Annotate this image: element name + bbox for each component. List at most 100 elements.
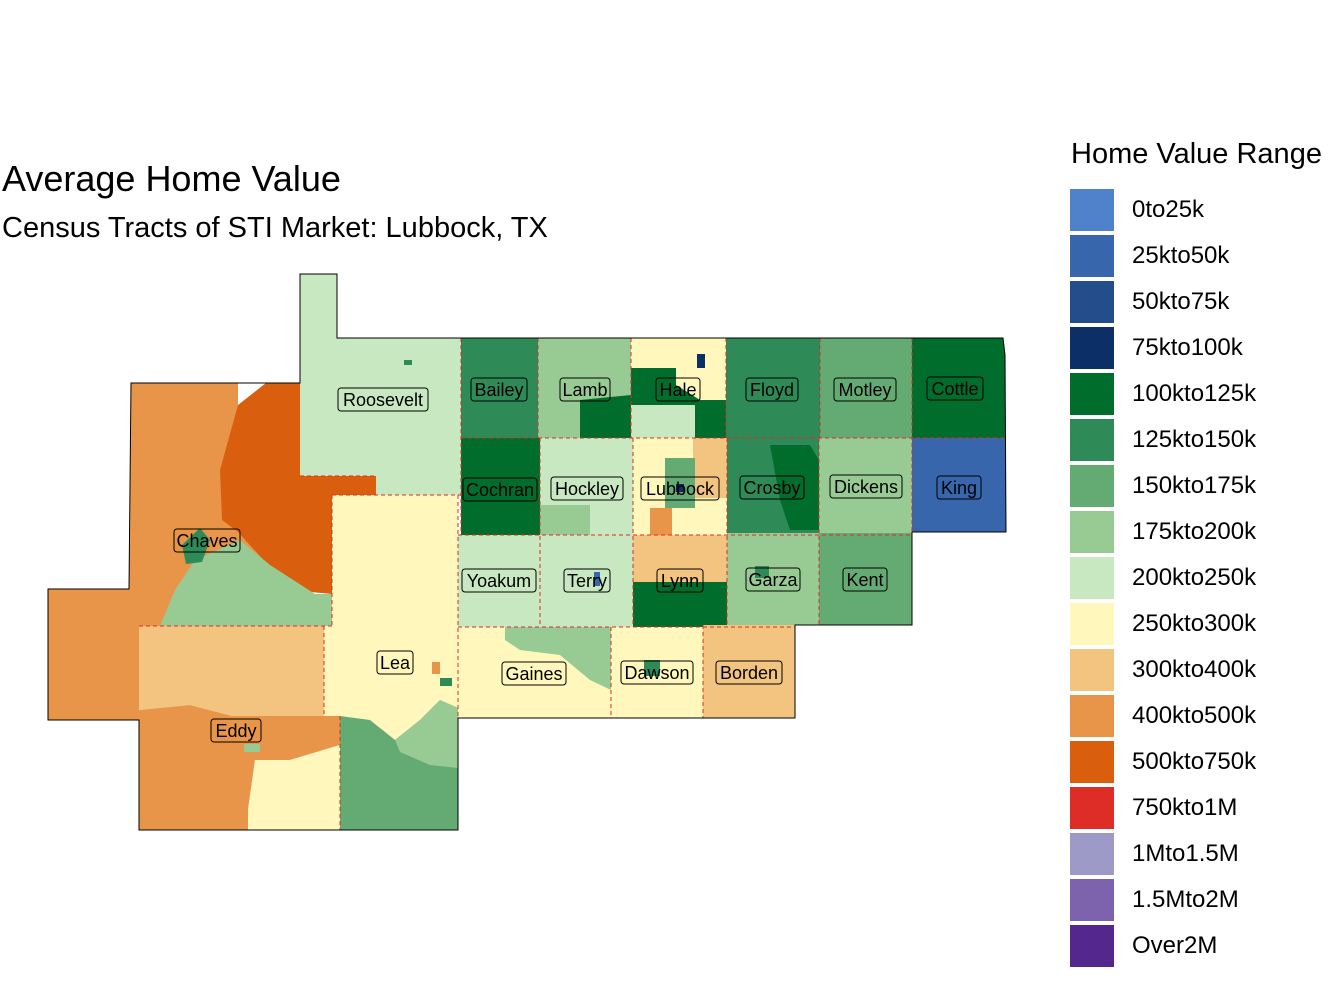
legend-title: Home Value Range	[1071, 138, 1322, 170]
county-label-borden: Borden	[715, 660, 783, 685]
svg-text:Lubbock: Lubbock	[646, 479, 715, 499]
county-label-bailey: Bailey	[470, 377, 528, 402]
county-label-floyd: Floyd	[745, 377, 799, 402]
legend-label: 200kto250k	[1132, 564, 1257, 591]
svg-text:Motley: Motley	[838, 380, 891, 400]
tract-lynn-south	[633, 582, 727, 627]
legend-swatch	[1070, 879, 1114, 921]
county-label-cochran: Cochran	[462, 477, 538, 502]
map-title: Average Home Value	[2, 158, 341, 199]
county-labels: Roosevelt Chaves Eddy Lea Bailey Lamb Ha…	[173, 376, 984, 743]
legend-swatch	[1070, 557, 1114, 599]
tract-bailey	[461, 338, 538, 438]
legend-label: 50kto75k	[1132, 288, 1230, 315]
county-label-crosby: Crosby	[739, 475, 805, 500]
legend-swatch	[1070, 419, 1114, 461]
svg-text:Roosevelt: Roosevelt	[343, 390, 423, 410]
legend-swatch	[1070, 373, 1114, 415]
legend-label: 150kto175k	[1132, 472, 1257, 499]
svg-text:Cochran: Cochran	[466, 480, 534, 500]
tract-hockley-sw	[540, 505, 590, 535]
tract-roosevelt-city	[404, 360, 412, 365]
legend-item: 125kto150k	[1070, 417, 1344, 463]
legend-items: 0to25k 25kto50k 50kto75k 75kto100k 100kto125…	[1070, 187, 1344, 969]
svg-text:Borden: Borden	[720, 663, 778, 683]
svg-text:Eddy: Eddy	[215, 721, 256, 741]
tract-garza	[727, 533, 819, 625]
tract-gaines-north	[505, 627, 611, 690]
legend-item: 100kto125k	[1070, 371, 1344, 417]
legend-swatch	[1070, 741, 1114, 783]
tract-cochran	[461, 438, 540, 535]
legend-item: 75kto100k	[1070, 325, 1344, 371]
svg-text:Hockley: Hockley	[555, 479, 619, 499]
legend-label: 500kto750k	[1132, 748, 1257, 775]
tract-lea-city-2	[432, 662, 440, 674]
county-label-yoakum: Yoakum	[461, 568, 537, 593]
svg-text:Lea: Lea	[380, 653, 411, 673]
legend-swatch	[1070, 695, 1114, 737]
legend-swatch	[1070, 281, 1114, 323]
legend-item: 175kto200k	[1070, 509, 1344, 555]
tract-lea-southeast	[395, 700, 458, 768]
county-label-kent: Kent	[842, 567, 888, 592]
legend-swatch	[1070, 327, 1114, 369]
legend-label: 250kto300k	[1132, 610, 1257, 637]
county-label-lea: Lea	[376, 650, 414, 675]
legend-swatch	[1070, 833, 1114, 875]
legend-swatch	[1070, 465, 1114, 507]
tract-eddy-north	[139, 626, 324, 716]
county-label-gaines: Gaines	[501, 661, 567, 686]
legend-swatch	[1070, 511, 1114, 553]
legend-item: 200kto250k	[1070, 555, 1344, 601]
legend-label: 400kto500k	[1132, 702, 1257, 729]
svg-text:Terry: Terry	[567, 571, 607, 591]
tract-cottle	[912, 338, 1005, 438]
legend-swatch	[1070, 787, 1114, 829]
legend-item: 400kto500k	[1070, 693, 1344, 739]
county-label-terry: Terry	[563, 568, 611, 593]
county-label-cottle: Cottle	[926, 376, 984, 401]
legend-item: 25kto50k	[1070, 233, 1344, 279]
tract-terry	[540, 535, 633, 627]
tract-terry-city	[594, 572, 600, 586]
legend-swatch	[1070, 189, 1114, 231]
tract-eddy-south	[139, 705, 340, 830]
svg-text:Garza: Garza	[748, 570, 798, 590]
market-outline	[47, 273, 1007, 831]
legend-label: 750kto1M	[1132, 794, 1238, 821]
legend-label: 100kto125k	[1132, 380, 1257, 407]
tract-dawson-city	[644, 660, 660, 676]
svg-text:Crosby: Crosby	[743, 478, 800, 498]
tract-yoakum	[458, 535, 540, 627]
legend-item: 300kto400k	[1070, 647, 1344, 693]
legend-item: 1Mto1.5M	[1070, 831, 1344, 877]
county-label-dickens: Dickens	[829, 474, 903, 499]
county-label-hale: Hale	[655, 377, 701, 402]
county-borders	[139, 338, 1006, 830]
county-label-lynn: Lynn	[656, 568, 704, 593]
county-label-lubbock: Lubbock	[640, 476, 720, 501]
legend-item: 750kto1M	[1070, 785, 1344, 831]
tract-chaves-east	[220, 383, 376, 594]
county-label-hockley: Hockley	[550, 476, 624, 501]
svg-text:Dawson: Dawson	[624, 663, 689, 683]
tract-hale-city	[697, 354, 705, 368]
svg-text:King: King	[941, 478, 977, 498]
legend-label: Over2M	[1132, 932, 1218, 959]
tract-hale-north	[631, 368, 726, 438]
tract-eddy-southeast	[248, 745, 340, 830]
legend: Home Value Range 0to25k 25kto50k 50kto75k 7…	[1070, 138, 1344, 969]
legend-label: 0to25k	[1132, 196, 1205, 223]
legend-label: 1.5Mto2M	[1132, 886, 1239, 913]
legend-item: 1.5Mto2M	[1070, 877, 1344, 923]
legend-label: 75kto100k	[1132, 334, 1243, 361]
tract-lamb-east	[580, 395, 631, 438]
svg-text:Lamb: Lamb	[562, 380, 607, 400]
legend-swatch	[1070, 649, 1114, 691]
tract-borden	[703, 625, 795, 718]
legend-swatch	[1070, 925, 1114, 967]
svg-text:Kent: Kent	[846, 570, 883, 590]
tract-lubbock-south	[650, 508, 672, 535]
